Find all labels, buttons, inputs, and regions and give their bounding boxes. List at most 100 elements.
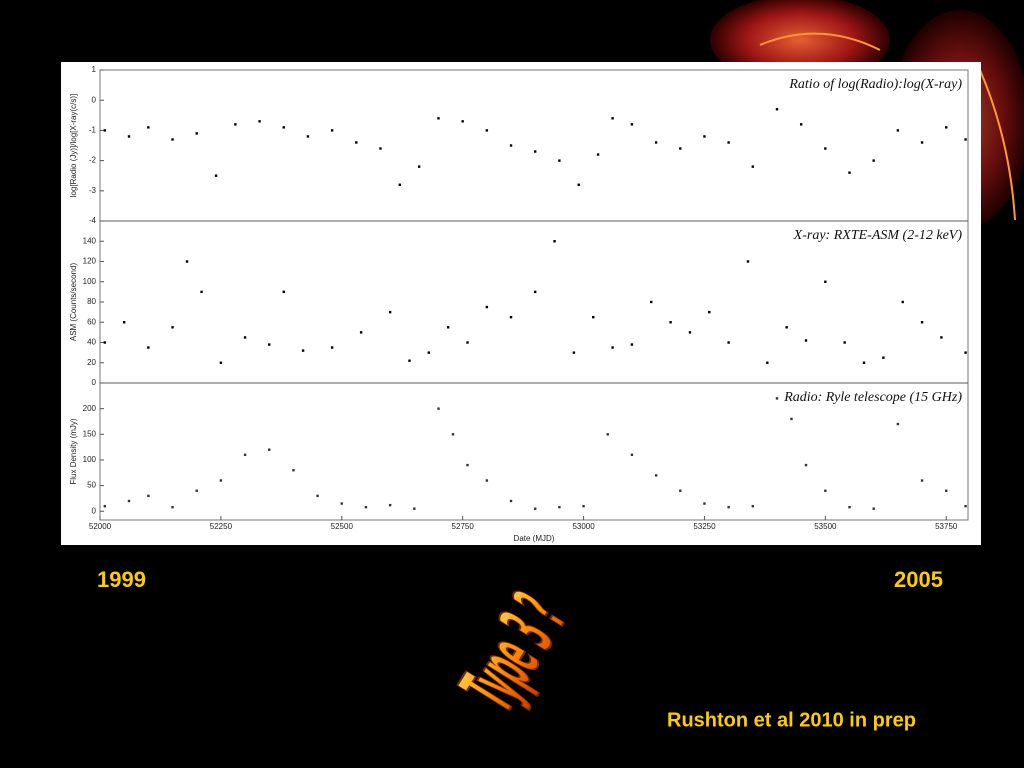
- point: [688, 331, 692, 334]
- point: [679, 489, 682, 492]
- x-tick-label: 52250: [210, 522, 233, 531]
- x-tick-label: 53250: [693, 522, 716, 531]
- point: [727, 505, 730, 509]
- point: [577, 183, 580, 186]
- point: [669, 321, 672, 324]
- point: [234, 123, 237, 126]
- x-tick-label: 53000: [572, 522, 595, 531]
- figure-background: [61, 62, 981, 545]
- point: [147, 494, 150, 498]
- point: [964, 351, 967, 354]
- point: [355, 141, 358, 144]
- point: [703, 502, 706, 505]
- point: [417, 165, 421, 168]
- point: [727, 141, 730, 144]
- point: [446, 326, 450, 329]
- point: [611, 117, 614, 120]
- point: [103, 341, 107, 344]
- point: [940, 336, 943, 339]
- y-axis-label: Flux Density (mJy): [69, 418, 78, 485]
- y-tick-label: 100: [83, 455, 97, 464]
- point: [630, 123, 634, 126]
- point: [171, 505, 174, 509]
- point: [103, 504, 107, 508]
- point: [872, 507, 875, 510]
- point: [843, 341, 846, 344]
- point: [282, 290, 285, 294]
- point: [388, 503, 392, 507]
- y-axis-label: log[Radio (Jy)]/log[X-ray(c/s)]: [69, 94, 78, 198]
- point: [964, 138, 967, 141]
- start-year: 1999: [97, 567, 146, 592]
- point: [727, 341, 730, 344]
- y-tick-label: 150: [83, 429, 97, 438]
- point: [766, 361, 769, 364]
- point: [408, 359, 411, 362]
- point: [461, 120, 464, 123]
- point: [824, 280, 827, 283]
- point: [534, 290, 537, 294]
- point: [147, 126, 150, 129]
- point: [340, 502, 343, 505]
- point: [775, 108, 779, 111]
- y-tick-label: -3: [89, 186, 97, 195]
- point: [650, 300, 653, 304]
- point: [258, 120, 261, 123]
- point: [243, 453, 247, 457]
- wordart: Type 3 ?: [444, 579, 583, 726]
- y-tick-label: 50: [87, 481, 96, 490]
- point: [437, 407, 440, 410]
- point: [466, 463, 469, 467]
- y-tick-label: 20: [87, 358, 96, 367]
- point: [606, 433, 609, 436]
- point: [485, 479, 489, 482]
- point: [292, 469, 295, 472]
- point: [306, 135, 310, 138]
- point: [654, 141, 658, 144]
- y-tick-label: 200: [83, 404, 97, 413]
- point: [785, 326, 788, 329]
- point: [485, 305, 489, 309]
- y-tick-label: 0: [92, 378, 97, 387]
- point: [592, 315, 595, 319]
- end-year: 2005: [894, 567, 943, 592]
- point: [896, 422, 900, 426]
- point: [790, 417, 793, 421]
- point: [398, 183, 402, 186]
- y-tick-label: 140: [83, 236, 97, 245]
- point: [534, 150, 537, 153]
- point: [268, 448, 271, 451]
- point: [799, 123, 803, 126]
- point: [195, 132, 198, 135]
- y-tick-label: 80: [87, 297, 96, 306]
- point: [896, 129, 900, 132]
- point: [200, 290, 203, 294]
- point: [103, 129, 107, 132]
- point: [185, 260, 189, 263]
- point: [596, 153, 600, 156]
- point: [451, 433, 455, 436]
- point: [920, 479, 924, 482]
- y-tick-label: 0: [92, 506, 97, 515]
- point: [122, 321, 126, 324]
- point: [824, 489, 827, 492]
- point: [268, 343, 271, 346]
- point: [437, 117, 440, 120]
- point: [611, 346, 614, 349]
- point: [630, 453, 634, 457]
- point: [195, 489, 198, 492]
- point: [630, 343, 634, 346]
- y-axis-label: ASM (Counts/second): [69, 263, 78, 342]
- point: [509, 315, 513, 319]
- point: [219, 361, 223, 364]
- point: [509, 144, 513, 147]
- point: [364, 505, 368, 509]
- point: [804, 463, 808, 467]
- point: [746, 260, 750, 263]
- panel-title: Ratio of log(Radio):log(X-ray): [788, 77, 962, 92]
- point: [466, 341, 469, 344]
- point: [330, 346, 334, 349]
- point: [824, 147, 827, 150]
- point: [379, 147, 382, 150]
- point: [127, 135, 131, 138]
